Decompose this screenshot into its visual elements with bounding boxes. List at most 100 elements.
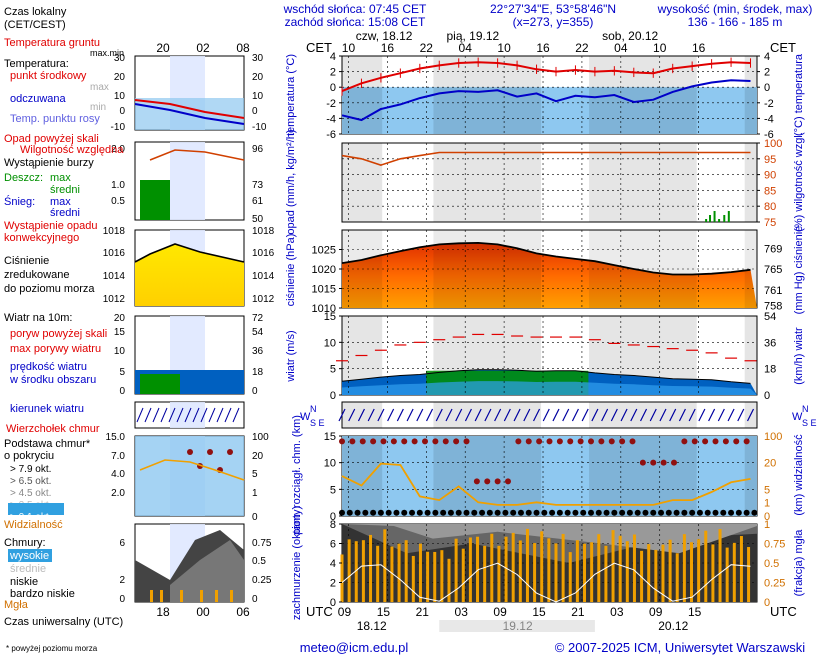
cloud-base-dot	[728, 509, 735, 516]
pressure-fill	[342, 242, 757, 308]
fog-bar	[611, 530, 615, 602]
cloud-base-dot	[401, 509, 408, 516]
wind-speed-line	[341, 369, 751, 384]
cet-tick-label: 22	[420, 41, 434, 55]
legend-wind-arrow	[232, 407, 240, 423]
legend-feels: odczuwana	[10, 93, 67, 105]
wind-arrow	[552, 408, 560, 422]
cloud-base-dot	[626, 509, 633, 516]
legend-axis-number: 10	[114, 346, 126, 357]
legend-cloud-sky	[135, 436, 244, 516]
legend-feels-line	[134, 103, 245, 125]
axis-tick-label: 6	[330, 539, 336, 551]
utc-label-left: UTC	[306, 604, 333, 619]
cloud-top-dot	[567, 438, 574, 445]
fog-bar	[426, 551, 430, 602]
day-label: pią, 19.12	[447, 29, 500, 43]
legend-fog-bar	[160, 590, 163, 602]
fog-bar	[447, 558, 451, 602]
night-band	[342, 56, 383, 134]
utc-tick-label: 21	[571, 605, 585, 619]
wind-arrow	[591, 408, 599, 422]
fog-bar	[690, 542, 694, 602]
wind-arrow	[387, 408, 395, 422]
legend-axis-number: 10	[114, 91, 126, 102]
cloud-base-dot	[735, 509, 742, 516]
axis-tick-label: 4	[330, 558, 336, 570]
utc-tick-label: 15	[688, 605, 702, 619]
legend-clouds: Chmury:	[4, 537, 46, 549]
legend-cl-vlow: bardzo niskie	[10, 588, 75, 600]
legend-axis-number: 0.5	[252, 556, 266, 567]
cloud-top-dot	[380, 438, 387, 445]
fog-bar	[404, 540, 408, 602]
legend-axis-number: 36	[252, 346, 264, 357]
legend-cover-mid	[170, 540, 244, 602]
night-band	[744, 436, 757, 516]
axis-tick-label: 2	[330, 578, 336, 590]
cloud-base-dot	[339, 509, 345, 516]
legend-wind-dir: kierunek wiatru	[10, 403, 84, 415]
compass-left: W	[300, 411, 311, 423]
fog-tick-label: 0.75	[764, 539, 785, 551]
cloud-base-dot	[673, 509, 680, 516]
legend-fog-bar	[150, 590, 153, 602]
wind-arrow	[523, 408, 531, 422]
cloud-top-dot	[629, 438, 636, 445]
axis-tick-label: 4	[330, 51, 336, 63]
legend-okt-label: > 7.9 okt.	[10, 464, 51, 475]
legend-axis-number: 0	[119, 386, 125, 397]
night-band	[744, 316, 757, 395]
cloud-top-dot	[650, 459, 657, 466]
axis-tick-label: 10	[324, 337, 336, 349]
compass-left-se: S E	[310, 418, 325, 428]
axis-tick-label: -4	[764, 113, 774, 125]
fog-bar	[654, 549, 658, 602]
legend-axis-number: 1.0	[111, 180, 125, 191]
fog-tick-label: 0	[764, 597, 770, 609]
axis-tick-label: 1020	[312, 264, 336, 276]
night-band	[589, 436, 697, 516]
compass-right-se: S E	[802, 418, 817, 428]
axis-tick-label: 75	[764, 217, 776, 229]
kmh-tick-label: 18	[764, 364, 776, 376]
legend-axis-number: 2	[119, 575, 125, 586]
fog-bar	[618, 535, 622, 602]
cloud-base-dot	[486, 509, 493, 516]
fog-tick-label: 0.5	[764, 558, 779, 570]
fog-bar	[704, 530, 708, 602]
legend-wind-green	[140, 374, 180, 394]
temp-below-zero-fill	[342, 87, 757, 134]
cloud-base-dot	[463, 509, 470, 516]
legend-maxmin: max.min	[90, 48, 124, 58]
fog-tick-label: 1	[764, 519, 770, 531]
cloud-base-dot	[743, 509, 750, 516]
legend-wind-arrow	[144, 407, 152, 423]
fog-bar	[490, 533, 494, 602]
feels-line	[341, 79, 751, 122]
cloud-top-dot	[660, 459, 667, 466]
fog-bar	[575, 540, 579, 602]
cloud-base-dot	[533, 509, 540, 516]
fog-bar	[376, 545, 380, 602]
mmhg-tick-label: 769	[764, 243, 782, 255]
kmh-tick-label: 0	[764, 390, 770, 402]
cloud-top-dot	[691, 438, 698, 445]
footer-email[interactable]: meteo@icm.edu.pl	[300, 640, 409, 655]
cloud-top-dot	[463, 438, 470, 445]
wind-arrow	[601, 408, 609, 422]
temp-axis-label-right: (°C) temperatura	[793, 53, 805, 136]
legend-cl-high: wysokie	[9, 550, 49, 562]
cet-label-left: CET	[306, 40, 332, 55]
footer-copyright: © 2007-2025 ICM, Uniwersytet Warszawski	[555, 640, 806, 655]
axis-tick-label: 95	[764, 154, 776, 166]
cloud-top-dot	[505, 478, 511, 485]
visibility-axis-label-right: (km) widzialność	[793, 434, 805, 516]
legend-axis-number: 18	[252, 367, 264, 378]
cloud-base-dot	[541, 509, 548, 516]
fog-bar	[390, 546, 394, 602]
compass-left-ns: N	[310, 404, 317, 414]
axis-tick-label: -6	[764, 129, 774, 141]
legend-axis-number: 54	[252, 327, 264, 338]
